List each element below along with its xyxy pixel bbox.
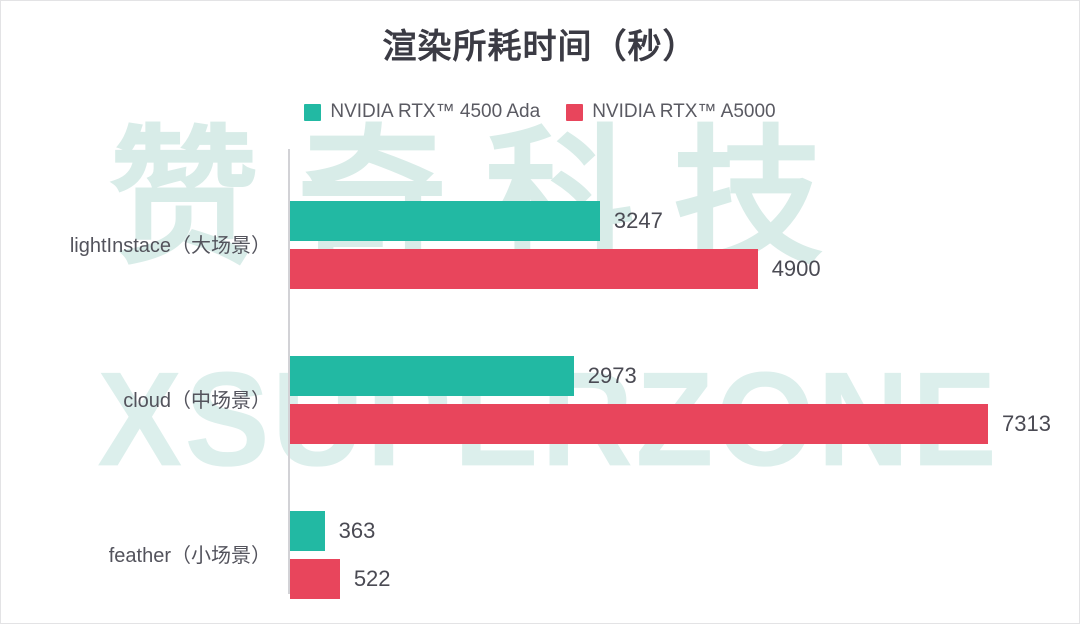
legend-label-4500-ada: NVIDIA RTX™ 4500 Ada: [330, 101, 541, 122]
bar-row-cloud-4500ada[interactable]: 2973: [290, 356, 637, 396]
legend-label-a5000: NVIDIA RTX™ A5000: [592, 101, 776, 122]
bar-feather-a5000[interactable]: [290, 559, 340, 599]
y-axis-line: [288, 149, 290, 594]
chart-legend: NVIDIA RTX™ 4500 Ada NVIDIA RTX™ A5000: [1, 101, 1079, 123]
bar-value-feather-4500ada: 363: [338, 518, 376, 543]
bar-cloud-4500ada[interactable]: [290, 356, 574, 396]
bar-row-lightinstace-a5000[interactable]: 4900: [290, 249, 821, 289]
category-group-lightinstace: lightInstace（大场景） 3247 4900: [1, 141, 1079, 296]
bar-lightinstace-4500ada[interactable]: [290, 201, 600, 241]
chart-title: 渲染所耗时间（秒）: [382, 27, 698, 67]
category-label-lightinstace: lightInstace（大场景）: [69, 235, 271, 257]
bar-value-lightinstace-4500ada: 3247: [613, 208, 663, 233]
bar-row-feather-a5000[interactable]: 522: [290, 559, 391, 599]
bar-value-cloud-4500ada: 2973: [587, 363, 637, 388]
bar-value-feather-a5000: 522: [353, 566, 391, 591]
bar-value-lightinstace-a5000: 4900: [771, 256, 821, 281]
category-label-cloud: cloud（中场景）: [123, 390, 271, 412]
legend-item-4500-ada[interactable]: NVIDIA RTX™ 4500 Ada: [304, 101, 540, 123]
category-group-cloud: cloud（中场景） 2973 7313: [1, 296, 1079, 451]
plot-area: lightInstace（大场景） 3247 4900 cloud（中场景） 2…: [1, 141, 1079, 606]
bar-cloud-a5000[interactable]: [290, 404, 988, 444]
legend-item-a5000[interactable]: NVIDIA RTX™ A5000: [566, 101, 776, 123]
legend-swatch-red: [566, 103, 584, 121]
bar-row-cloud-a5000[interactable]: 7313: [290, 404, 1051, 444]
category-group-feather: feather（小场景） 363 522: [1, 451, 1079, 606]
legend-swatch-teal: [304, 103, 322, 121]
bar-lightinstace-a5000[interactable]: [290, 249, 758, 289]
bar-row-lightinstace-4500ada[interactable]: 3247: [290, 201, 663, 241]
bar-value-cloud-a5000: 7313: [1002, 411, 1051, 436]
bar-feather-4500ada[interactable]: [290, 511, 325, 551]
category-label-feather: feather（小场景）: [108, 545, 271, 567]
bar-row-feather-4500ada[interactable]: 363: [290, 511, 375, 551]
